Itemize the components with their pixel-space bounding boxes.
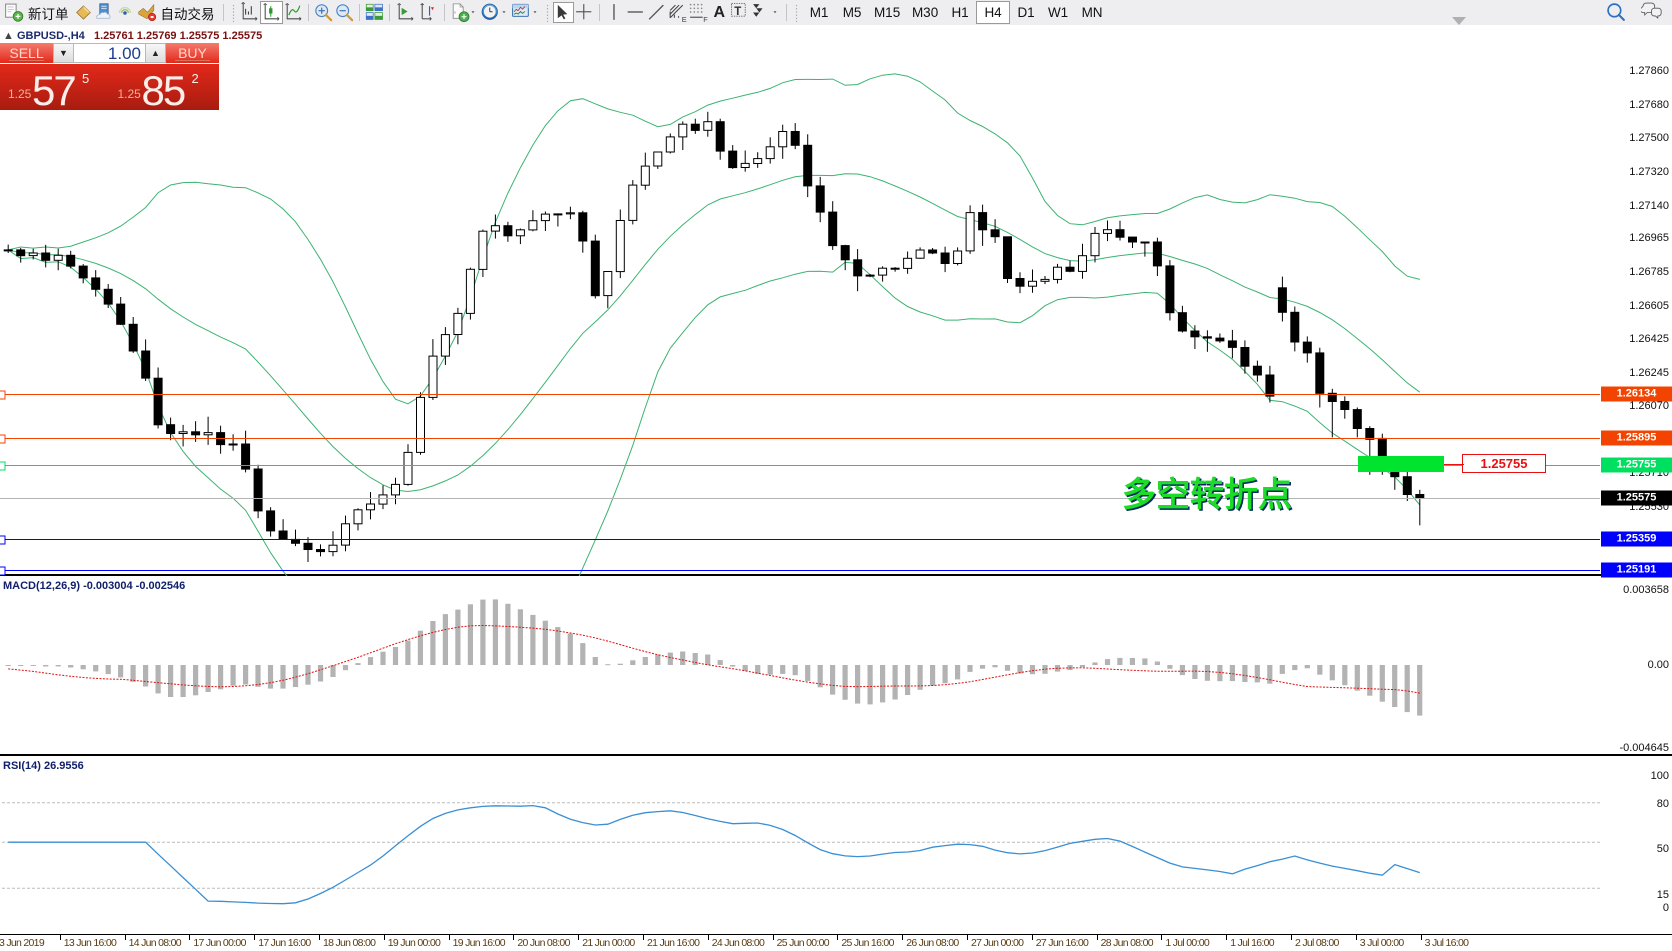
svg-text:T: T bbox=[734, 6, 741, 18]
svg-text:F: F bbox=[703, 15, 708, 23]
svg-text:E: E bbox=[681, 15, 686, 23]
